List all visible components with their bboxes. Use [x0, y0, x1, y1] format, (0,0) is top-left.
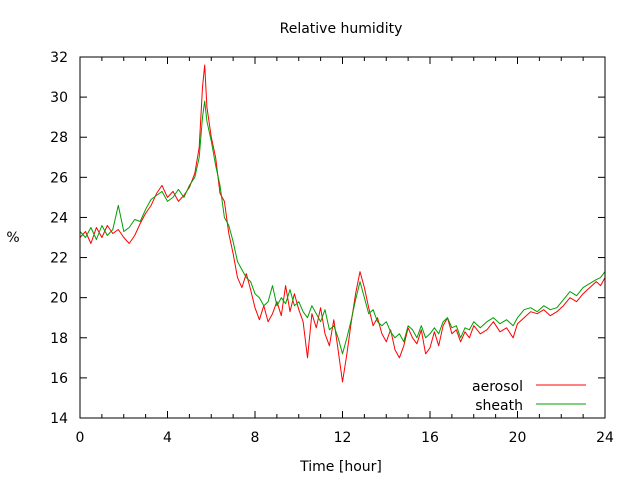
y-tick-label: 30	[50, 90, 68, 106]
y-tick-label: 16	[50, 371, 68, 387]
x-tick-label: 4	[163, 430, 172, 446]
axis-ticks: 0 4 8 12 16 20 24 14 16 18 20 22 24 26 28 30 32	[50, 50, 614, 446]
x-axis-label: Time [hour]	[299, 459, 382, 475]
y-tick-label: 14	[50, 411, 68, 427]
x-tick-label: 24	[596, 430, 614, 446]
y-axis-label: %	[6, 230, 19, 246]
plot-frame	[79, 56, 606, 419]
x-tick-label: 20	[509, 430, 527, 446]
y-tick-label: 26	[50, 170, 68, 186]
x-tick-label: 0	[76, 430, 85, 446]
y-tick-label: 20	[50, 291, 68, 307]
y-tick-label: 28	[50, 130, 68, 146]
y-tick-label: 22	[50, 251, 68, 267]
chart-title: Relative humidity	[280, 21, 403, 37]
x-tick-label: 12	[334, 430, 352, 446]
legend-label-aerosol: aerosol	[472, 379, 523, 395]
y-tick-label: 18	[50, 331, 68, 347]
x-tick-label: 8	[251, 430, 260, 446]
x-tick-label: 16	[421, 430, 439, 446]
series-line-sheath	[79, 100, 606, 355]
legend: aerosol sheath	[472, 379, 586, 414]
series-layer	[79, 64, 606, 383]
y-tick-label: 32	[50, 50, 68, 66]
legend-label-sheath: sheath	[475, 398, 523, 414]
series-line-aerosol	[79, 64, 606, 383]
y-tick-label: 24	[50, 210, 68, 226]
